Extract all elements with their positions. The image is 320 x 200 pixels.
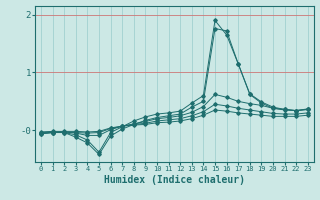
X-axis label: Humidex (Indice chaleur): Humidex (Indice chaleur): [104, 175, 245, 185]
